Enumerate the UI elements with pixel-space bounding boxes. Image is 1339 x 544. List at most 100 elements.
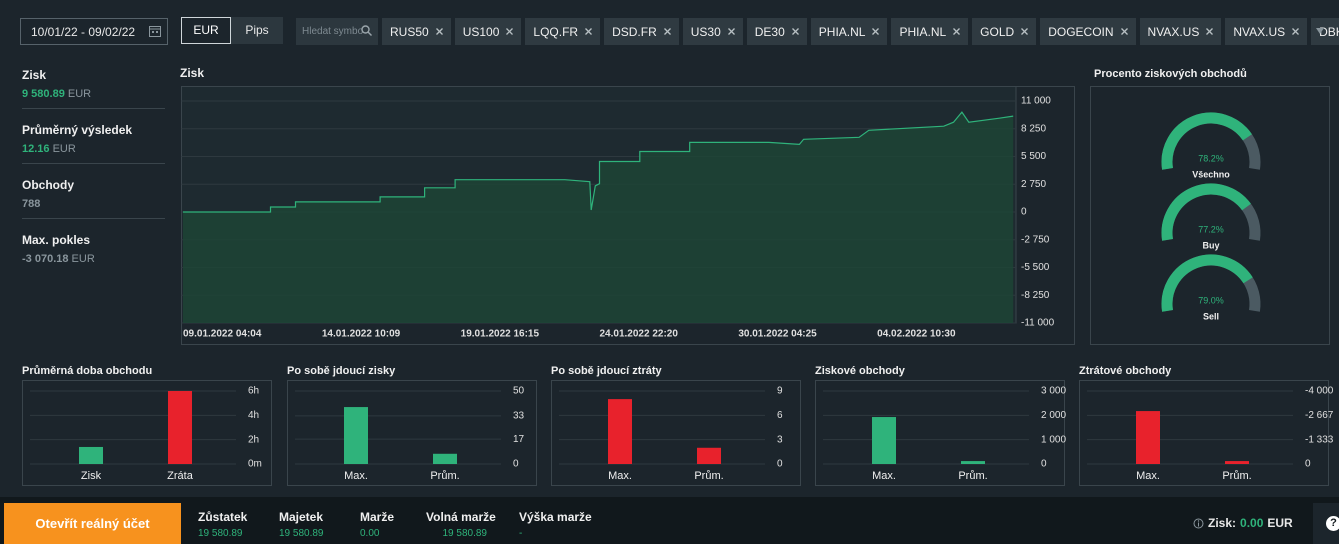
unit-toggle: EUR Pips	[181, 17, 283, 44]
remove-icon[interactable]	[1292, 28, 1300, 35]
x-tick-label: Prům.	[958, 470, 987, 482]
field-value: 19 580.89	[279, 528, 324, 539]
y-tick-label: 8 250	[1021, 123, 1046, 134]
unit-button[interactable]: EUR	[181, 17, 231, 44]
symbol-name: LQQ.FR	[533, 24, 579, 39]
symbol-chip[interactable]: PHIA.NL	[891, 18, 969, 45]
remove-icon[interactable]	[1120, 28, 1128, 35]
x-tick-label: Max.	[872, 470, 896, 482]
y-tick-label: 9	[777, 386, 783, 397]
gauge-value-label: 79.0%	[1198, 295, 1224, 305]
symbol-name: PHIA.NL	[899, 24, 947, 39]
chart-panel	[1079, 380, 1329, 486]
symbol-chip[interactable]: US30	[682, 18, 743, 45]
help-button[interactable]: ?	[1313, 503, 1339, 544]
stat-value: 12.16	[22, 143, 50, 155]
remove-icon[interactable]	[1021, 28, 1029, 35]
remove-icon[interactable]	[953, 28, 961, 35]
separator	[22, 218, 165, 219]
x-tick-label: 14.01.2022 10:09	[322, 329, 401, 340]
field-label: Zůstatek	[198, 510, 248, 524]
symbol-chip[interactable]: RUS50	[382, 18, 451, 45]
symbol-name: DSD.FR	[612, 24, 657, 39]
gauge-label: Všechno	[1192, 169, 1230, 179]
chart-title: Ziskové obchody	[815, 365, 906, 377]
symbol-chip[interactable]: DBK.DE	[1311, 18, 1339, 45]
symbol-chip[interactable]: LQQ.FR	[525, 18, 601, 45]
remove-icon[interactable]	[585, 28, 593, 35]
stat-value: 9 580.89	[22, 88, 65, 100]
chart-title: Procento ziskových obchodů	[1094, 68, 1247, 80]
x-tick-label: Max.	[344, 470, 368, 482]
symbol-chips: RUS50 US100 LQQ.FR DSD.FR US30 DE30 PHIA.NL PHI…	[382, 18, 1339, 45]
symbol-chip[interactable]: DOGECOIN	[1040, 18, 1136, 45]
bar	[872, 417, 896, 464]
remove-icon[interactable]	[872, 28, 880, 35]
help-icon: ?	[1326, 516, 1339, 531]
y-tick-label: -1 333	[1305, 434, 1334, 445]
x-tick-label: 19.01.2022 16:15	[461, 329, 540, 340]
symbol-search[interactable]: Hledat symbo	[296, 18, 378, 45]
stat: Průměrný výsledek 12.16 EUR	[22, 123, 165, 155]
stat-value-row: 9 580.89 EUR	[22, 88, 165, 100]
gauge-value-label: 77.2%	[1198, 224, 1224, 234]
chart-title: Průměrná doba obchodu	[22, 365, 152, 377]
gauge-value	[1161, 112, 1252, 170]
chart-panel	[815, 380, 1065, 486]
y-tick-label: 11 000	[1021, 96, 1051, 107]
remove-icon[interactable]	[435, 28, 443, 35]
bar	[1225, 461, 1249, 464]
y-tick-label: 2 000	[1041, 410, 1066, 421]
footer-bar	[0, 497, 1339, 544]
date-range-input[interactable]: 10/01/22 - 09/02/22	[20, 18, 168, 45]
bar	[344, 407, 368, 464]
bar	[79, 446, 103, 464]
area	[183, 112, 1014, 323]
bar	[433, 453, 457, 464]
symbol-chip[interactable]: GOLD	[972, 18, 1037, 45]
symbol-chip[interactable]: DSD.FR	[604, 18, 679, 45]
calendar-icon	[149, 26, 161, 37]
y-tick-label: -2 667	[1305, 410, 1334, 421]
y-tick-label: 4h	[248, 410, 259, 421]
y-tick-label: 3	[777, 434, 783, 445]
chart-panel	[287, 380, 537, 486]
stat-value: -3 070.18	[22, 253, 69, 265]
symbol-name: DE30	[754, 24, 785, 39]
y-tick-label: 5 500	[1021, 151, 1046, 162]
x-tick-label: Prům.	[1222, 470, 1251, 482]
x-tick-label: 09.01.2022 04:04	[183, 329, 262, 340]
remove-icon[interactable]	[1206, 28, 1214, 35]
y-tick-label: -5 500	[1021, 262, 1050, 273]
symbol-name: PHIA.NL	[818, 24, 866, 39]
gauge-value	[1161, 183, 1251, 241]
y-tick-label: 0	[1021, 207, 1027, 218]
symbol-chip[interactable]: DE30	[746, 18, 807, 45]
field-value: -	[519, 528, 523, 539]
search-placeholder: Hledat symbo	[302, 26, 364, 37]
field-label: Výška marže	[519, 510, 592, 524]
symbol-chip[interactable]: PHIA.NL	[810, 18, 888, 45]
bar	[961, 461, 985, 464]
date-range: 10/01/22 - 09/02/22	[31, 25, 136, 39]
chart-panel	[1090, 86, 1330, 345]
symbol-name: US100	[462, 24, 500, 39]
symbol-name: RUS50	[390, 24, 429, 39]
y-tick-label: 1 000	[1041, 434, 1066, 445]
stat: Max. pokles -3 070.18 EUR	[22, 233, 165, 265]
symbol-chip[interactable]: US100	[454, 18, 522, 45]
symbol-chip[interactable]: NVAX.US	[1139, 18, 1222, 45]
open-account-button[interactable]: Otevřít reálný účet	[4, 503, 181, 544]
dropdown-arrow[interactable]	[1316, 28, 1324, 34]
y-tick-label: 0	[777, 459, 783, 470]
profit-unit: EUR	[1267, 516, 1293, 530]
chart-title: Ztrátové obchody	[1079, 365, 1172, 377]
remove-icon[interactable]	[663, 28, 671, 35]
symbol-chip[interactable]: NVAX.US	[1225, 18, 1308, 45]
info-icon	[1193, 518, 1204, 528]
remove-icon[interactable]	[506, 28, 514, 35]
unit-button[interactable]: Pips	[231, 17, 283, 44]
remove-icon[interactable]	[727, 28, 735, 35]
remove-icon[interactable]	[791, 28, 799, 35]
separator	[22, 108, 165, 109]
